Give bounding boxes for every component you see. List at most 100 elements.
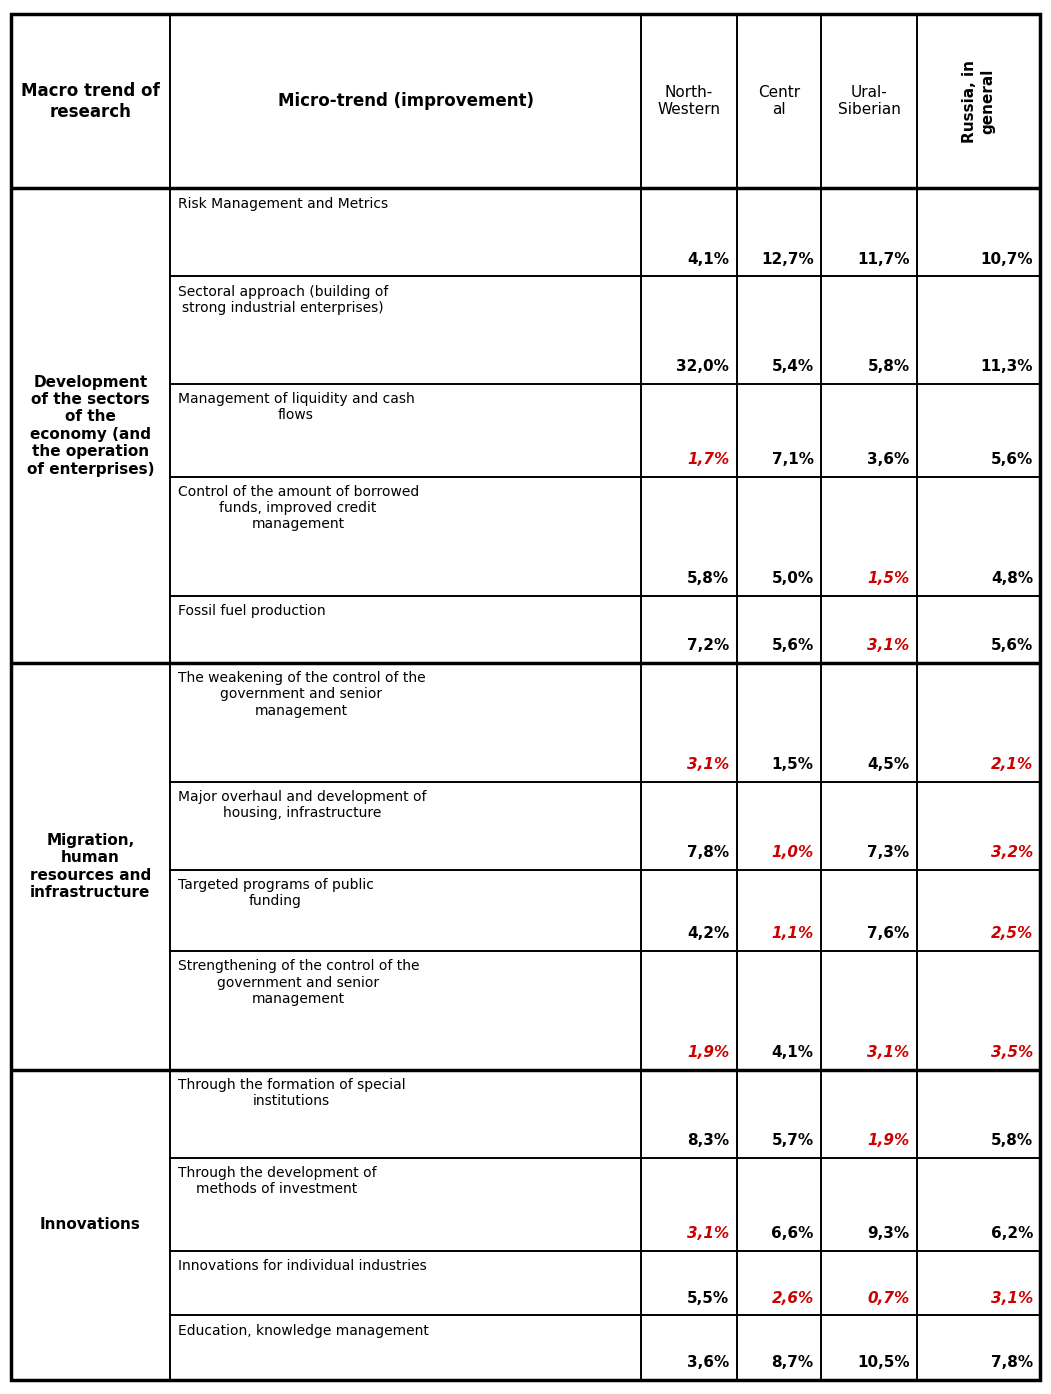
Text: Education, knowledge management: Education, knowledge management bbox=[178, 1324, 429, 1338]
Text: 7,1%: 7,1% bbox=[771, 452, 813, 467]
Text: 1,9%: 1,9% bbox=[687, 1046, 729, 1059]
Bar bbox=[821, 1158, 916, 1250]
Text: 1,7%: 1,7% bbox=[687, 452, 729, 467]
Text: 1,1%: 1,1% bbox=[771, 926, 813, 941]
Text: 12,7%: 12,7% bbox=[761, 251, 813, 266]
Bar bbox=[916, 14, 1040, 188]
Bar bbox=[821, 477, 916, 595]
Bar bbox=[916, 870, 1040, 951]
Bar bbox=[170, 662, 641, 782]
Bar bbox=[737, 276, 821, 383]
Bar bbox=[11, 188, 170, 662]
Bar bbox=[641, 1316, 737, 1380]
Bar bbox=[170, 1250, 641, 1316]
Bar bbox=[170, 951, 641, 1069]
Text: 10,7%: 10,7% bbox=[981, 251, 1033, 266]
Bar bbox=[737, 1316, 821, 1380]
Text: 5,8%: 5,8% bbox=[867, 358, 909, 374]
Text: 2,1%: 2,1% bbox=[991, 757, 1033, 772]
Text: 3,2%: 3,2% bbox=[991, 845, 1033, 860]
Bar bbox=[11, 14, 170, 188]
Text: Russia, in
general: Russia, in general bbox=[963, 60, 995, 142]
Bar bbox=[737, 383, 821, 477]
Bar bbox=[641, 662, 737, 782]
Text: Macro trend of
research: Macro trend of research bbox=[21, 82, 160, 120]
Bar bbox=[737, 595, 821, 662]
Bar bbox=[641, 1250, 737, 1316]
Text: Micro-trend (improvement): Micro-trend (improvement) bbox=[277, 92, 534, 110]
Text: 1,9%: 1,9% bbox=[867, 1133, 909, 1149]
Bar bbox=[641, 14, 737, 188]
Text: 4,1%: 4,1% bbox=[771, 1046, 813, 1059]
Text: North-
Western: North- Western bbox=[657, 85, 720, 117]
Bar bbox=[11, 662, 170, 1069]
Bar bbox=[737, 1250, 821, 1316]
Bar bbox=[916, 276, 1040, 383]
Text: 5,6%: 5,6% bbox=[771, 638, 813, 652]
Text: Centr
al: Centr al bbox=[758, 85, 800, 117]
Bar bbox=[821, 951, 916, 1069]
Bar bbox=[641, 782, 737, 870]
Text: 3,5%: 3,5% bbox=[991, 1046, 1033, 1059]
Text: 5,6%: 5,6% bbox=[991, 638, 1033, 652]
Text: 10,5%: 10,5% bbox=[857, 1355, 909, 1370]
Text: 7,2%: 7,2% bbox=[687, 638, 729, 652]
Text: Ural-
Siberian: Ural- Siberian bbox=[838, 85, 901, 117]
Bar bbox=[737, 188, 821, 276]
Text: Management of liquidity and cash
flows: Management of liquidity and cash flows bbox=[178, 392, 414, 422]
Text: 1,0%: 1,0% bbox=[771, 845, 813, 860]
Text: The weakening of the control of the
government and senior
management: The weakening of the control of the gove… bbox=[178, 671, 426, 718]
Text: 4,5%: 4,5% bbox=[867, 757, 909, 772]
Text: 3,6%: 3,6% bbox=[687, 1355, 729, 1370]
Bar bbox=[737, 662, 821, 782]
Text: 6,6%: 6,6% bbox=[771, 1227, 813, 1241]
Bar bbox=[170, 14, 641, 188]
Text: 3,1%: 3,1% bbox=[867, 1046, 909, 1059]
Text: Innovations for individual industries: Innovations for individual industries bbox=[178, 1259, 427, 1273]
Text: 5,5%: 5,5% bbox=[687, 1291, 729, 1306]
Bar bbox=[641, 188, 737, 276]
Text: 4,8%: 4,8% bbox=[991, 570, 1033, 585]
Bar bbox=[916, 1250, 1040, 1316]
Text: 4,1%: 4,1% bbox=[687, 251, 729, 266]
Text: Development
of the sectors
of the
economy (and
the operation
of enterprises): Development of the sectors of the econom… bbox=[26, 375, 154, 477]
Bar bbox=[170, 870, 641, 951]
Bar bbox=[641, 477, 737, 595]
Text: 7,3%: 7,3% bbox=[867, 845, 909, 860]
Text: 5,8%: 5,8% bbox=[991, 1133, 1033, 1149]
Bar bbox=[170, 276, 641, 383]
Bar bbox=[641, 1069, 737, 1158]
Text: 3,6%: 3,6% bbox=[867, 452, 909, 467]
Bar bbox=[641, 276, 737, 383]
Text: 11,7%: 11,7% bbox=[857, 251, 909, 266]
Bar bbox=[916, 782, 1040, 870]
Text: Through the development of
methods of investment: Through the development of methods of in… bbox=[178, 1167, 376, 1196]
Bar bbox=[11, 1069, 170, 1380]
Bar bbox=[737, 14, 821, 188]
Text: Major overhaul and development of
housing, infrastructure: Major overhaul and development of housin… bbox=[178, 790, 426, 820]
Bar bbox=[737, 951, 821, 1069]
Text: 9,3%: 9,3% bbox=[867, 1227, 909, 1241]
Text: 2,6%: 2,6% bbox=[771, 1291, 813, 1306]
Bar bbox=[737, 477, 821, 595]
Bar bbox=[170, 1158, 641, 1250]
Text: 5,6%: 5,6% bbox=[991, 452, 1033, 467]
Bar bbox=[916, 477, 1040, 595]
Bar bbox=[916, 1069, 1040, 1158]
Bar bbox=[821, 188, 916, 276]
Text: 5,0%: 5,0% bbox=[771, 570, 813, 585]
Text: 1,5%: 1,5% bbox=[867, 570, 909, 585]
Bar bbox=[170, 1316, 641, 1380]
Text: 11,3%: 11,3% bbox=[981, 358, 1033, 374]
Bar bbox=[170, 383, 641, 477]
Bar bbox=[641, 951, 737, 1069]
Bar bbox=[170, 188, 641, 276]
Text: 6,2%: 6,2% bbox=[991, 1227, 1033, 1241]
Text: Innovations: Innovations bbox=[40, 1217, 141, 1232]
Bar bbox=[641, 383, 737, 477]
Text: 5,4%: 5,4% bbox=[771, 358, 813, 374]
Bar bbox=[821, 662, 916, 782]
Bar bbox=[821, 1250, 916, 1316]
Text: 5,7%: 5,7% bbox=[771, 1133, 813, 1149]
Text: Strengthening of the control of the
government and senior
management: Strengthening of the control of the gove… bbox=[178, 959, 419, 1005]
